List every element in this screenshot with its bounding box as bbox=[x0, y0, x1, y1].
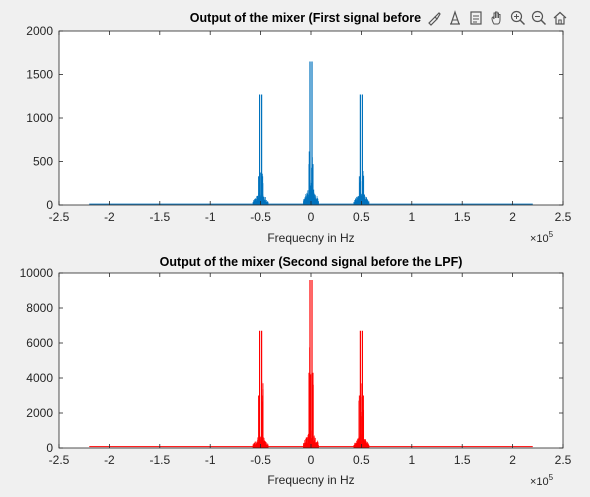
series-top bbox=[89, 61, 533, 205]
x-tick-label: 2.5 bbox=[555, 210, 572, 224]
x-tick-label: 0.5 bbox=[353, 210, 370, 224]
restore-view-icon[interactable] bbox=[466, 8, 485, 28]
chart-title-bottom: Output of the mixer (Second signal befor… bbox=[160, 255, 463, 269]
x-tick-label: -2.5 bbox=[49, 453, 70, 467]
figure-toolbar bbox=[424, 7, 569, 29]
y-tick-label: 2000 bbox=[26, 24, 53, 38]
x-tick-label: -0.5 bbox=[250, 210, 271, 224]
axes-top[interactable]: -2.5 -2 -1.5 -1 -0.5 0 0.5 1 1.5 2 2.5 0 500 1000 1500… bbox=[26, 11, 571, 245]
home-icon[interactable] bbox=[550, 8, 569, 28]
x-tick-label: -1 bbox=[205, 453, 216, 467]
spectral-cluster bbox=[252, 94, 269, 205]
axes-bottom[interactable]: -2.5 -2 -1.5 -1 -0.5 0 0.5 1 1.5 2 2.5 0 2000 4000 600… bbox=[20, 255, 572, 488]
y-tick-label: 8000 bbox=[26, 301, 53, 315]
y-tick-label: 1000 bbox=[26, 111, 53, 125]
y-tick-label: 0 bbox=[46, 441, 53, 455]
spectral-cluster bbox=[303, 61, 319, 205]
x-tick-label: 2.5 bbox=[555, 453, 572, 467]
brush-icon[interactable] bbox=[424, 8, 443, 28]
y-tick-label: 4000 bbox=[26, 371, 53, 385]
spectral-cluster bbox=[303, 280, 319, 448]
data-cursor-icon[interactable] bbox=[445, 8, 464, 28]
x-tick-label: 1 bbox=[408, 453, 415, 467]
x-exponent-top: ×105 bbox=[530, 230, 554, 245]
x-tick-label: 1.5 bbox=[454, 210, 471, 224]
y-tick-label: 6000 bbox=[26, 336, 53, 350]
x-tick-label: 1.5 bbox=[454, 453, 471, 467]
y-tick-label: 10000 bbox=[20, 266, 54, 280]
x-tick-label: -1.5 bbox=[149, 453, 170, 467]
x-tick-label: 1 bbox=[408, 210, 415, 224]
ticks-top: -2.5 -2 -1.5 -1 -0.5 0 0.5 1 1.5 2 2.5 0 500 1000 1500… bbox=[26, 24, 571, 224]
x-tick-label: -2 bbox=[104, 453, 115, 467]
ticks-bottom: -2.5 -2 -1.5 -1 -0.5 0 0.5 1 1.5 2 2.5 0 2000 4000 600… bbox=[20, 266, 572, 467]
x-tick-label: 0 bbox=[308, 453, 315, 467]
x-tick-label: -1 bbox=[205, 210, 216, 224]
x-axis-label-bottom: Frequecny in Hz bbox=[267, 473, 354, 487]
x-tick-label: 2 bbox=[509, 453, 516, 467]
x-tick-label: -0.5 bbox=[250, 453, 271, 467]
x-tick-label: -2 bbox=[104, 210, 115, 224]
spectral-cluster bbox=[353, 94, 370, 205]
x-exponent-bottom: ×105 bbox=[530, 473, 554, 488]
spectral-cluster bbox=[353, 330, 370, 448]
zoom-in-icon[interactable] bbox=[508, 8, 527, 28]
plot-area-top bbox=[59, 31, 563, 205]
y-tick-label: 0 bbox=[46, 198, 53, 212]
x-tick-label: -1.5 bbox=[149, 210, 170, 224]
x-axis-label-top: Frequecny in Hz bbox=[267, 231, 354, 245]
x-tick-label: 0 bbox=[308, 210, 315, 224]
y-tick-label: 500 bbox=[33, 155, 53, 169]
y-tick-label: 2000 bbox=[26, 406, 53, 420]
y-tick-label: 1500 bbox=[26, 68, 53, 82]
zoom-out-icon[interactable] bbox=[529, 8, 548, 28]
x-tick-label: 2 bbox=[509, 210, 516, 224]
chart-title-top: Output of the mixer (First signal before… bbox=[190, 11, 432, 25]
spectral-cluster bbox=[252, 330, 269, 448]
pan-hand-icon[interactable] bbox=[487, 8, 506, 28]
x-tick-label: -2.5 bbox=[49, 210, 70, 224]
x-tick-label: 0.5 bbox=[353, 453, 370, 467]
